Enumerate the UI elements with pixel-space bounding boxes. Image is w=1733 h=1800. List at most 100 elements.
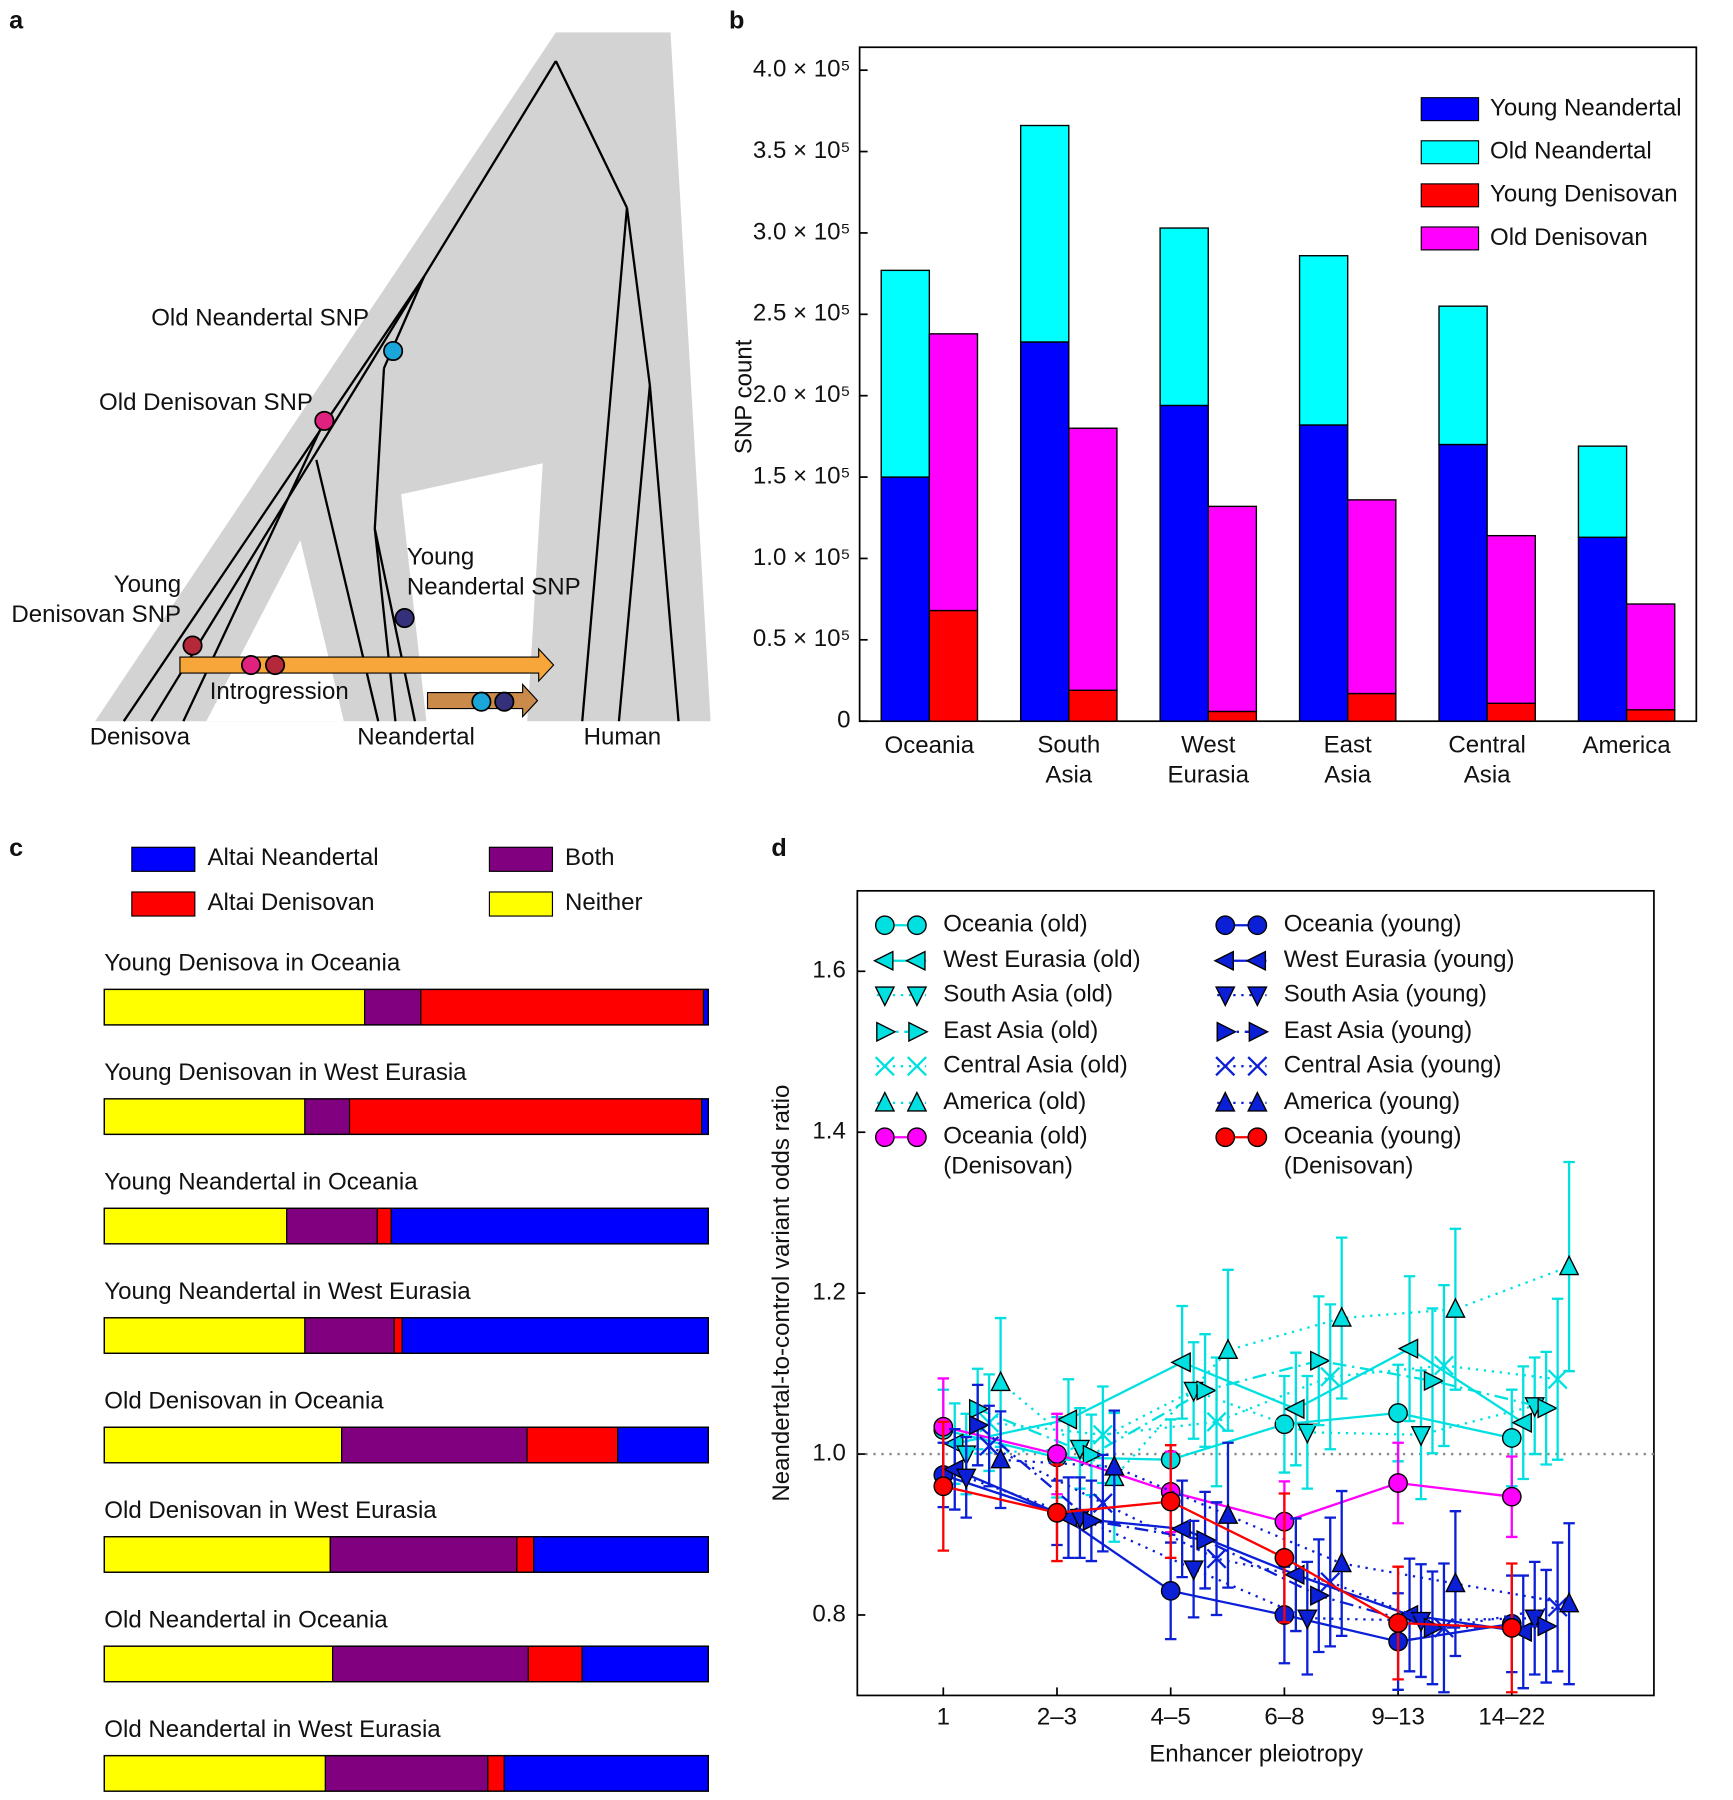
text-line: (Denisovan) (943, 1153, 1073, 1180)
y-tick-label: 1.2 (812, 1278, 845, 1305)
series-line (999, 1265, 1570, 1479)
legend-marker (907, 1127, 927, 1148)
legend-marker (1247, 1056, 1268, 1077)
bar-segment (401, 1317, 709, 1354)
bar-segment (390, 1207, 709, 1245)
bar-segment (1486, 702, 1536, 722)
bar-segment (1486, 534, 1536, 704)
data-point (1104, 1455, 1125, 1476)
data-point (933, 1476, 954, 1497)
x-tick-label: America (1582, 732, 1671, 759)
bar-segment (1068, 689, 1118, 722)
bar-segment (103, 1645, 334, 1683)
data-point (1397, 1338, 1419, 1359)
data-point (1388, 1403, 1408, 1423)
x-tick-label: Central Asia (1448, 732, 1526, 789)
bar-segment (364, 988, 422, 1026)
x-tick-label: 2–3 (1037, 1704, 1077, 1731)
branch (648, 385, 680, 722)
branch (315, 459, 380, 722)
legend-marker (1247, 1091, 1268, 1112)
y-tick-label: 1.5 × 10⁵ (753, 462, 851, 489)
y-tick-label: 2.0 × 10⁵ (753, 381, 851, 408)
x-tick-label: 1 (937, 1704, 950, 1731)
y-tick-label: 4.0 × 10⁵ (753, 56, 851, 83)
branch (625, 207, 652, 386)
data-point (1537, 1615, 1559, 1637)
legend-label: Old Denisovan (1490, 224, 1648, 251)
bar-title: Young Denisovan in West Eurasia (104, 1059, 467, 1086)
bar-frame (103, 988, 710, 1026)
data-point (1274, 1547, 1295, 1568)
y-tick-label: 0 (837, 707, 850, 734)
series-line (942, 1473, 1512, 1643)
x-tick-label: Oceania (885, 732, 975, 759)
legend-marker (874, 915, 895, 936)
diagram-label: Introgression (210, 678, 349, 705)
y-tick-label: 2.5 × 10⁵ (753, 300, 851, 327)
bar-segment (1159, 227, 1209, 407)
data-point (1217, 1338, 1239, 1359)
data-point (990, 1447, 1011, 1469)
series-line (977, 1359, 1547, 1457)
data-point (1047, 1502, 1067, 1523)
bar-segment (581, 1645, 709, 1683)
bar-segment (928, 333, 979, 612)
legend-label: Central Asia (old) (943, 1052, 1127, 1079)
bar-segment (103, 1755, 326, 1792)
diagram-label: Old Neandertal SNP (151, 304, 369, 331)
legend-marker (1215, 1127, 1236, 1148)
legend-marker (1247, 1127, 1268, 1148)
data-point (1511, 1412, 1532, 1433)
bar-frame (103, 1207, 710, 1245)
bar-segment (103, 1536, 331, 1573)
text-line: East (1324, 732, 1372, 759)
diagram-label: Old Denisovan SNP (99, 389, 313, 416)
bar-segment (527, 1645, 583, 1683)
legend-marker (1214, 1091, 1236, 1112)
legend-swatch (1420, 97, 1480, 122)
diagram-label: Young Neandertal SNP (407, 544, 581, 601)
bar-title: Old Denisovan in West Eurasia (104, 1497, 437, 1524)
branch (554, 60, 628, 209)
y-tick-label: 0.5 × 10⁵ (753, 625, 851, 652)
panel-label: d (771, 834, 786, 862)
panel-label: a (9, 7, 24, 35)
data-point (1082, 1510, 1104, 1532)
series-line (989, 1364, 1558, 1436)
bar-segment (880, 476, 931, 722)
data-point (1206, 1548, 1227, 1569)
bar-frame (103, 1098, 710, 1136)
legend-marker (906, 986, 928, 1007)
y-axis-label: SNP count (730, 339, 757, 454)
bar-segment (1438, 305, 1488, 446)
data-point (1388, 1473, 1408, 1493)
legend-swatch (488, 846, 554, 872)
x-tick-label: 4–5 (1151, 1704, 1191, 1731)
series-line (965, 1476, 1535, 1622)
bar-segment (103, 988, 366, 1026)
legend-label: America (old) (943, 1088, 1086, 1115)
lineage-band (95, 32, 711, 722)
legend-label: Oceania (old) (943, 911, 1087, 938)
bar-segment (332, 1645, 529, 1683)
data-point (1547, 1596, 1568, 1617)
bar-title: Young Neandertal in West Eurasia (104, 1278, 471, 1305)
bar-title: Young Denisova in Oceania (104, 950, 401, 977)
legend-label: Young Denisovan (1490, 181, 1678, 208)
text-line: West (1181, 732, 1236, 759)
bar-segment (304, 1317, 395, 1354)
data-point (1320, 1366, 1341, 1387)
branch (373, 368, 386, 529)
legend-label: Oceania (young) (1284, 911, 1462, 938)
text-line: Young (407, 544, 474, 571)
legend-label: Neither (565, 889, 643, 916)
legend-marker (907, 915, 927, 936)
text-line: Young (114, 571, 181, 598)
x-tick-label: South Asia (1037, 732, 1100, 789)
legend-label: America (young) (1284, 1088, 1460, 1115)
y-tick-label: 1.0 × 10⁵ (753, 544, 851, 571)
tree (122, 60, 680, 722)
panel-label: b (729, 7, 744, 35)
legend-label: West Eurasia (old) (943, 946, 1140, 973)
